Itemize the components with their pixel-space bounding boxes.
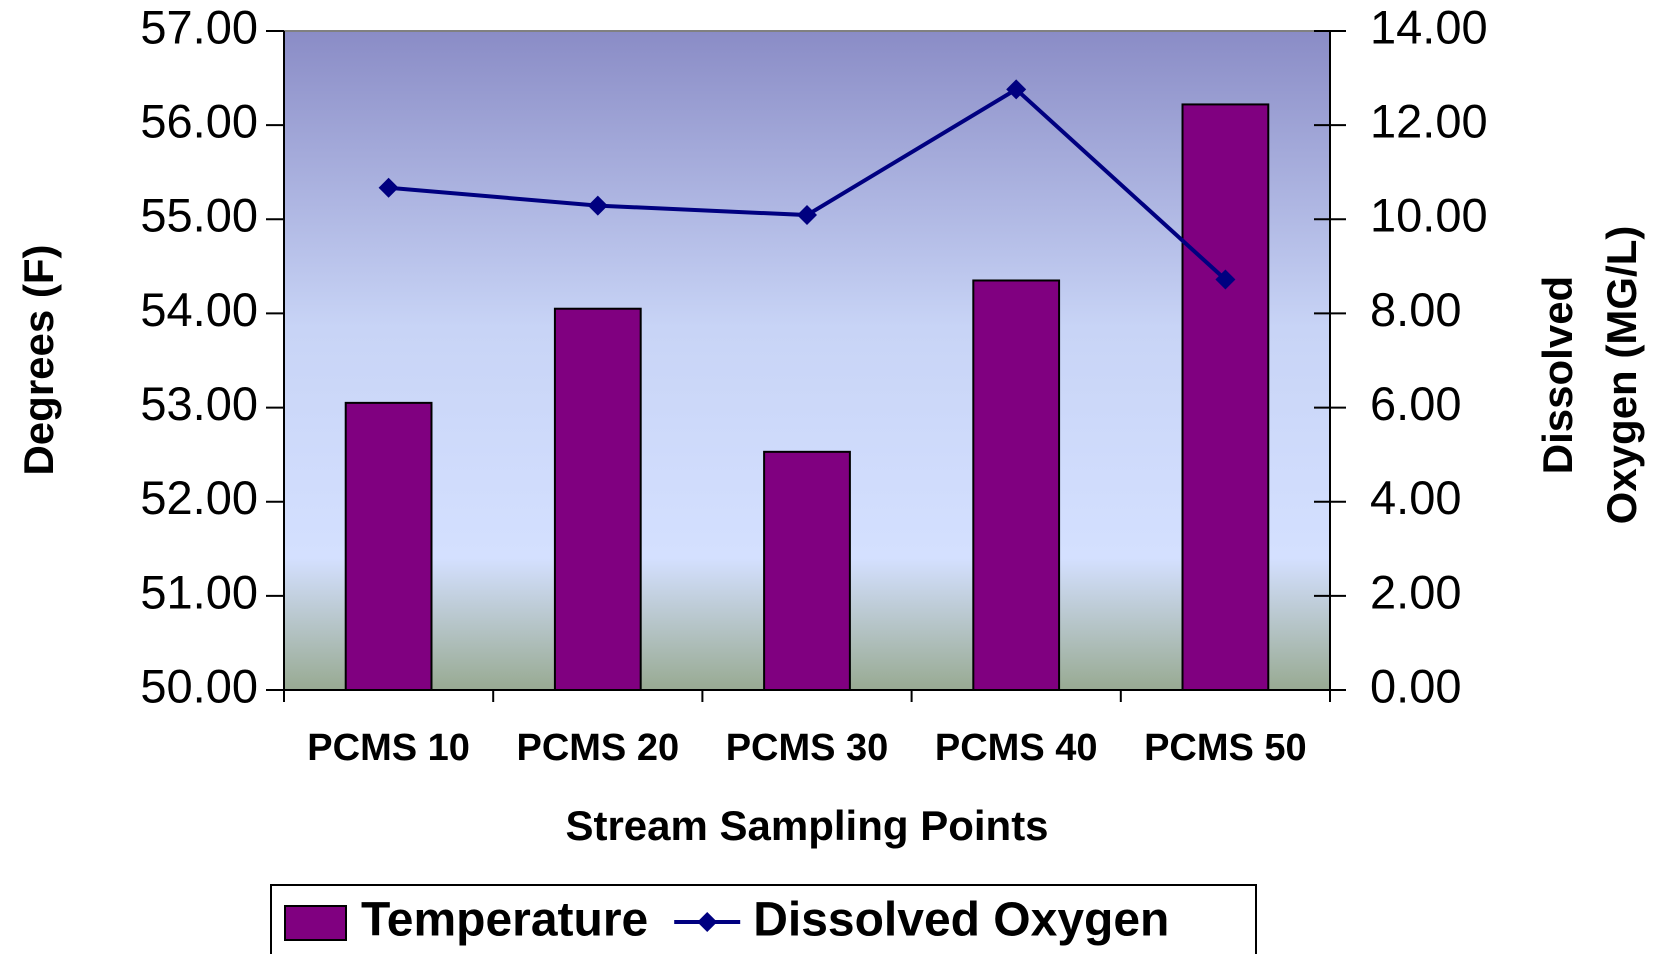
- bar: [553, 307, 642, 691]
- y-axis-title: Degrees (F): [15, 244, 62, 475]
- marker: [378, 177, 399, 198]
- legend-box: [270, 884, 1257, 954]
- y-tick-label: 55.00: [140, 189, 258, 242]
- y2-tick-label: 10.00: [1370, 189, 1488, 242]
- marker: [1215, 269, 1236, 290]
- marker: [797, 205, 817, 226]
- y-tick-label: 56.00: [140, 95, 258, 148]
- bar: [344, 401, 433, 691]
- x-tick-label: PCMS 40: [935, 727, 1098, 769]
- bar: [972, 279, 1061, 691]
- x-tick-label: PCMS 20: [516, 727, 679, 769]
- y2-tick-label: 0.00: [1370, 659, 1461, 712]
- legend-label: Temperature: [361, 894, 648, 947]
- legend-label: Dissolved Oxygen: [753, 894, 1169, 947]
- y2-tick-label: 4.00: [1370, 471, 1461, 524]
- y-tick-label: 54.00: [140, 283, 258, 336]
- y2-tick-label: 6.00: [1370, 377, 1461, 430]
- legend-swatch: [284, 905, 347, 941]
- y-tick-label: 57.00: [140, 0, 258, 53]
- marker: [587, 195, 608, 216]
- bar: [763, 450, 851, 691]
- x-tick-label: PCMS 50: [1144, 727, 1307, 769]
- legend-marker: [697, 912, 718, 932]
- x-axis-title: Stream Sampling Points: [565, 802, 1048, 849]
- bar: [1181, 103, 1270, 691]
- y-tick-label: 53.00: [140, 377, 258, 430]
- x-tick-label: PCMS 10: [307, 727, 470, 769]
- y2-axis-title: Dissolved: [1534, 276, 1581, 474]
- y2-tick-label: 2.00: [1370, 565, 1461, 618]
- y-tick-label: 52.00: [140, 471, 258, 524]
- y2-tick-label: 8.00: [1370, 283, 1461, 336]
- marker: [1006, 79, 1027, 100]
- y2-axis-title: Oxygen (MG/L): [1598, 226, 1645, 525]
- y-tick-label: 50.00: [140, 659, 258, 712]
- y2-tick-label: 14.00: [1370, 0, 1488, 53]
- y2-tick-label: 12.00: [1370, 95, 1488, 148]
- y-tick-label: 51.00: [140, 565, 258, 618]
- x-tick-label: PCMS 30: [726, 727, 889, 769]
